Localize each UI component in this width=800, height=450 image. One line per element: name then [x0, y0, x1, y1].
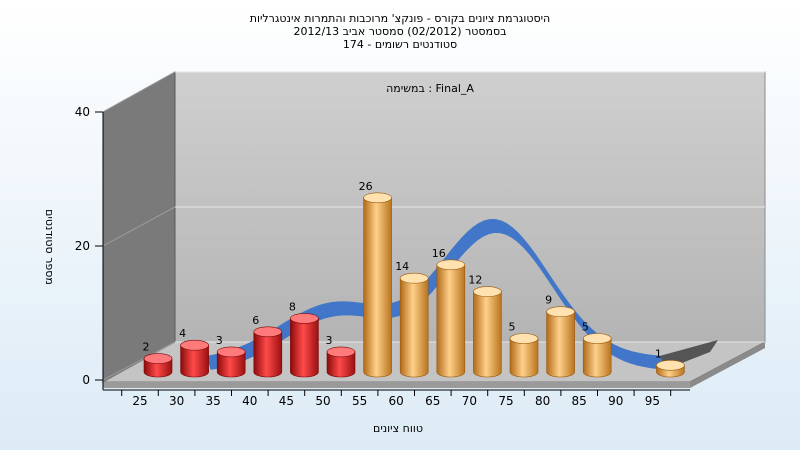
bar-50: 3 — [326, 334, 356, 378]
bar-top-65 — [436, 259, 466, 271]
bar-60: 14 — [395, 260, 429, 378]
bars-layer: 2 4 3 6 8 3 26 14 16 12 5 9 5 1 — [143, 180, 685, 378]
bar-top-75 — [509, 333, 539, 344]
bar-top-85 — [582, 333, 612, 344]
bar-85: 5 — [582, 321, 612, 378]
bar-top-60 — [399, 272, 429, 284]
bar-25: 2 — [143, 341, 173, 378]
bar-35: 3 — [216, 334, 246, 378]
bar-body-30 — [180, 344, 209, 378]
bar-body-35 — [216, 351, 246, 378]
bar-body-80 — [546, 311, 575, 378]
bar-value-label-50: 3 — [326, 334, 333, 347]
y-tick-label-0: 0 — [82, 373, 90, 387]
floor-right-edge — [690, 342, 765, 388]
bar-top-50 — [326, 346, 356, 358]
bar-body-40 — [253, 331, 283, 378]
x-tick-label-85: 85 — [572, 394, 587, 408]
bar-body-75 — [509, 338, 539, 378]
bar-body-45 — [290, 318, 319, 378]
bar-top-80 — [546, 306, 575, 318]
x-tick-label-65: 65 — [425, 394, 440, 408]
x-tick-label-95: 95 — [645, 394, 660, 408]
bar-body-50 — [326, 351, 356, 378]
bar-body-70 — [473, 291, 502, 378]
bar-top-35 — [216, 346, 246, 358]
bar-top-45 — [290, 313, 319, 324]
x-tick-label-80: 80 — [535, 394, 550, 408]
bar-value-label-40: 6 — [252, 314, 259, 327]
x-tick-label-50: 50 — [315, 394, 330, 408]
bar-value-label-70: 12 — [468, 274, 482, 287]
bar-top-55 — [363, 192, 392, 204]
bar-top-25 — [143, 353, 173, 364]
grid-lines — [102, 71, 765, 381]
x-tick-label-75: 75 — [498, 394, 513, 408]
bar-body-55 — [363, 197, 392, 378]
bar-top-40 — [253, 326, 283, 338]
x-tick-label-55: 55 — [352, 394, 367, 408]
bar-body-60 — [399, 277, 429, 378]
bar-top-70 — [473, 286, 502, 297]
bar-value-label-55: 26 — [359, 180, 373, 193]
bar-value-label-25: 2 — [143, 341, 150, 354]
distribution-ribbon — [206, 219, 665, 370]
bar-value-label-30: 4 — [179, 327, 186, 340]
x-tick-label-40: 40 — [242, 394, 257, 408]
chart-title-line-1: היסטוגרמת ציונים בקורס - פונקצ' מרוכבות … — [250, 12, 551, 25]
bar-value-label-65: 16 — [432, 247, 446, 260]
bar-80: 9 — [545, 294, 575, 378]
bar-70: 12 — [468, 274, 502, 378]
bar-body-85 — [582, 338, 612, 378]
chart-subtitle: במשימה : Final_A — [386, 82, 474, 95]
chart-title-line-3: סטודנטים רשומים - 174 — [343, 38, 457, 51]
bar-value-label-85: 5 — [582, 321, 589, 334]
bar-value-label-75: 5 — [509, 321, 516, 334]
floor-front-edge — [103, 382, 690, 388]
bar-value-label-95: 1 — [655, 347, 662, 360]
x-tick-label-35: 35 — [206, 394, 221, 408]
x-tick-label-90: 90 — [608, 394, 623, 408]
grid-line-side-1 — [102, 206, 176, 247]
bar-45: 8 — [289, 300, 319, 378]
bar-top-30 — [180, 339, 209, 351]
bar-value-label-60: 14 — [395, 260, 409, 273]
bar-top-95 — [656, 359, 685, 371]
bar-95: 1 — [655, 347, 685, 378]
bar-55: 26 — [359, 180, 392, 378]
grid-line-side-0 — [102, 341, 176, 381]
bar-65: 16 — [432, 247, 466, 378]
y-tick-label-40: 40 — [75, 105, 90, 119]
bar-value-label-80: 9 — [545, 294, 552, 307]
bar-body-65 — [436, 264, 466, 378]
x-tick-label-70: 70 — [462, 394, 477, 408]
y-axis-label: מספר סטודנטים — [43, 209, 56, 285]
x-tick-label-25: 25 — [132, 394, 147, 408]
y-tick-label-20: 20 — [75, 239, 90, 253]
bar-30: 4 — [179, 327, 209, 378]
bar-value-label-35: 3 — [216, 334, 223, 347]
chart-title-line-2: בסמסטר (02/2012) סמסטר אביב 2012/13 — [293, 25, 506, 38]
x-tick-label-30: 30 — [169, 394, 184, 408]
bar-75: 5 — [509, 321, 539, 378]
bar-value-label-45: 8 — [289, 300, 296, 313]
x-tick-label-60: 60 — [389, 394, 404, 408]
grid-line-side-2 — [102, 71, 176, 113]
x-tick-label-45: 45 — [279, 394, 294, 408]
bar-40: 6 — [252, 314, 283, 378]
x-axis-label: טווח ציונים — [373, 422, 423, 435]
